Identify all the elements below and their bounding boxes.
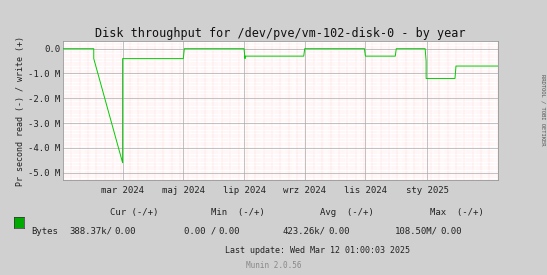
Text: 0.00: 0.00	[440, 227, 462, 236]
Text: Avg  (-/+): Avg (-/+)	[321, 208, 374, 217]
Text: lis 2024: lis 2024	[344, 186, 387, 195]
Text: 0.00: 0.00	[328, 227, 350, 236]
Text: Last update: Wed Mar 12 01:00:03 2025: Last update: Wed Mar 12 01:00:03 2025	[225, 246, 410, 255]
Text: 0.00 /: 0.00 /	[184, 227, 216, 236]
Text: lip 2024: lip 2024	[223, 186, 265, 195]
Text: 108.50M/: 108.50M/	[394, 227, 438, 236]
Title: Disk throughput for /dev/pve/vm-102-disk-0 - by year: Disk throughput for /dev/pve/vm-102-disk…	[95, 27, 465, 40]
Text: 0.00: 0.00	[219, 227, 240, 236]
Text: Bytes: Bytes	[32, 227, 59, 236]
Text: Munin 2.0.56: Munin 2.0.56	[246, 261, 301, 270]
Text: Cur (-/+): Cur (-/+)	[110, 208, 158, 217]
Y-axis label: Pr second read (-) / write (+): Pr second read (-) / write (+)	[16, 36, 25, 186]
Text: wrz 2024: wrz 2024	[283, 186, 326, 195]
Text: RRDTOOL / TOBI OETIKER: RRDTOOL / TOBI OETIKER	[541, 74, 546, 146]
Text: Min  (-/+): Min (-/+)	[211, 208, 265, 217]
Text: 388.37k/: 388.37k/	[69, 227, 112, 236]
Text: 0.00: 0.00	[115, 227, 136, 236]
Text: sty 2025: sty 2025	[406, 186, 449, 195]
Text: mar 2024: mar 2024	[101, 186, 144, 195]
Text: Max  (-/+): Max (-/+)	[430, 208, 484, 217]
Text: 423.26k/: 423.26k/	[282, 227, 325, 236]
Text: maj 2024: maj 2024	[162, 186, 205, 195]
